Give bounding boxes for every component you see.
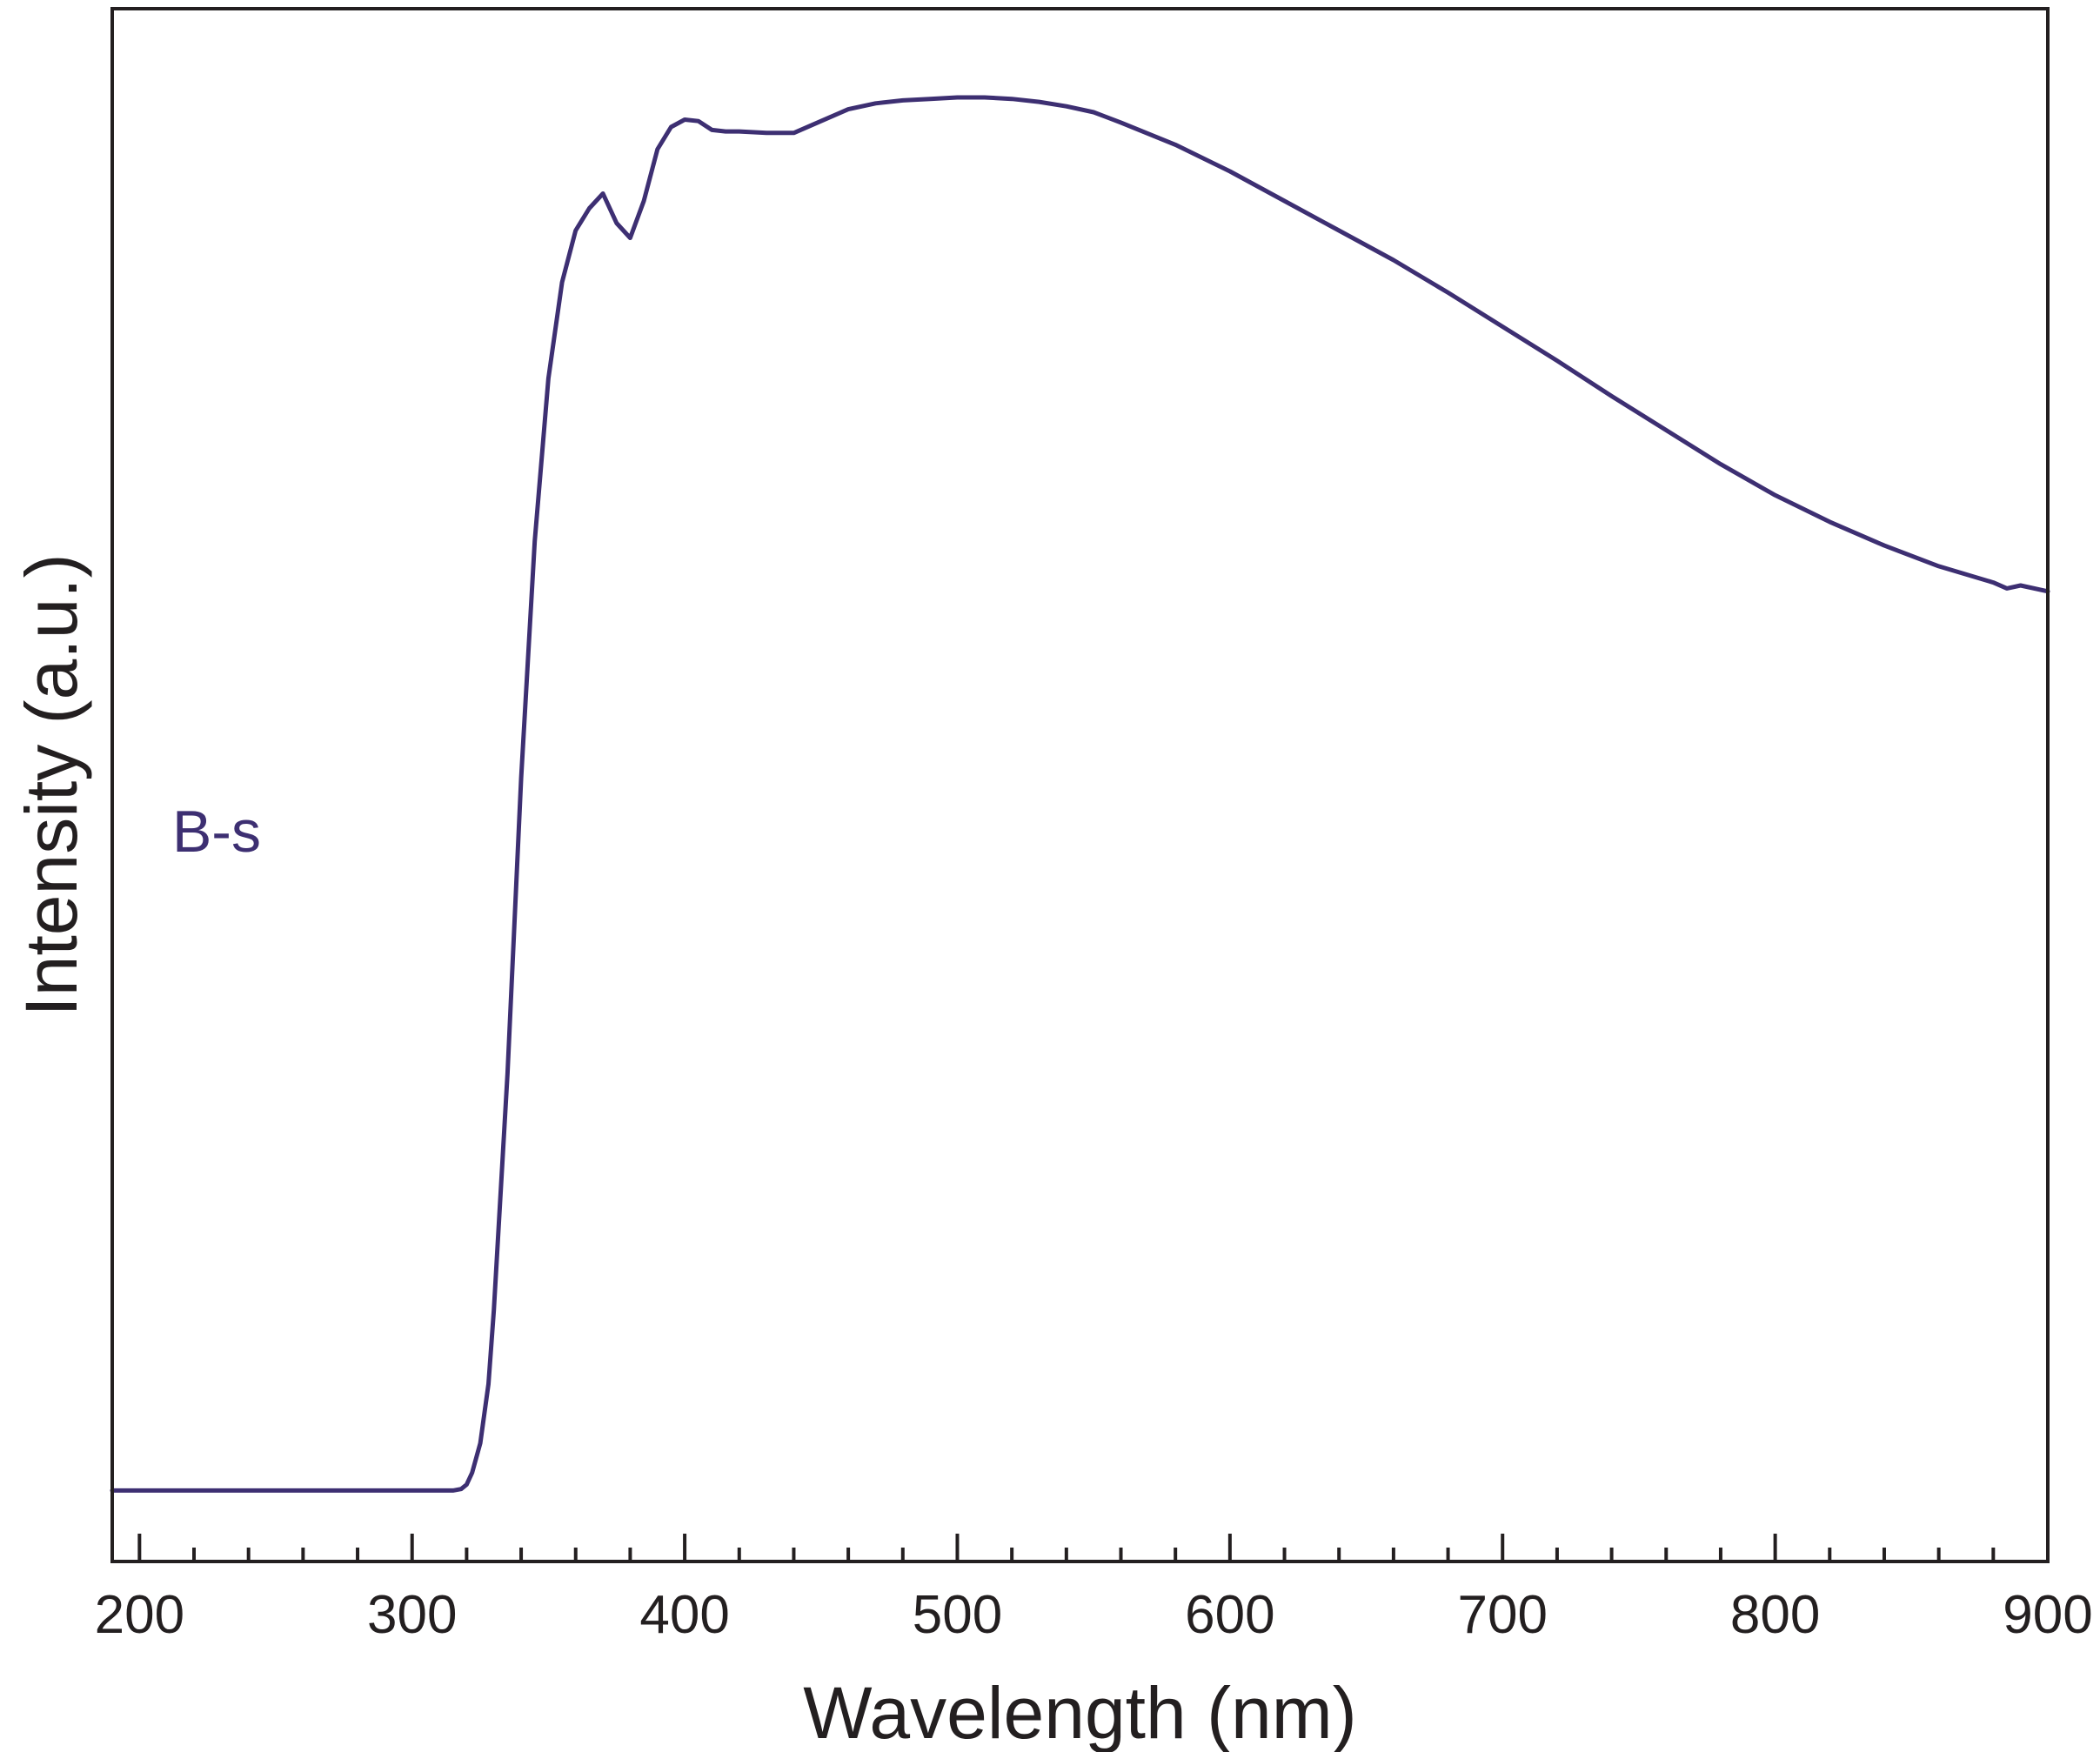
series-label: B-s bbox=[172, 799, 261, 865]
x-tick-label: 900 bbox=[2003, 1585, 2092, 1645]
x-tick-label: 400 bbox=[639, 1585, 729, 1645]
x-tick-label: 600 bbox=[1185, 1585, 1274, 1645]
plot-frame bbox=[110, 7, 2050, 1563]
x-tick-label: 200 bbox=[95, 1585, 184, 1645]
plot-area bbox=[110, 95, 2050, 1493]
x-tick-label: 700 bbox=[1458, 1585, 1548, 1645]
y-axis-title: Intensity (a.u.) bbox=[10, 553, 92, 1016]
x-tick-label: 300 bbox=[367, 1585, 457, 1645]
x-tick-label: 800 bbox=[1730, 1585, 1820, 1645]
x-tick-label: 500 bbox=[913, 1585, 1002, 1645]
series-line bbox=[110, 95, 2050, 1493]
x-axis-title: Wavelength (nm) bbox=[803, 1672, 1356, 1752]
axes: 200 300 400 500 600 700 800 900 bbox=[95, 7, 2093, 1645]
